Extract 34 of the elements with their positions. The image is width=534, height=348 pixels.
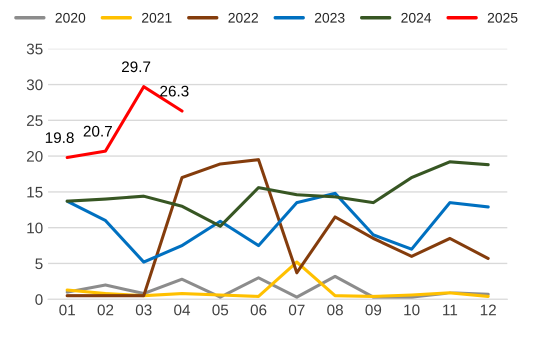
y-tick-label: 10 bbox=[27, 222, 43, 234]
x-tick-label: 01 bbox=[59, 304, 75, 316]
x-tick-label: 03 bbox=[136, 304, 152, 316]
x-tick-label: 10 bbox=[404, 304, 420, 316]
data-label: 29.7 bbox=[122, 61, 150, 72]
line-series bbox=[66, 158, 490, 298]
data-label: 26.3 bbox=[160, 86, 189, 97]
x-tick-label: 06 bbox=[250, 304, 266, 316]
legend-label: 2021 bbox=[142, 12, 172, 23]
y-tick-label: 30 bbox=[26, 79, 43, 90]
x-tick-label: 12 bbox=[480, 304, 496, 316]
legend-label: 2022 bbox=[228, 12, 258, 23]
line-series bbox=[66, 160, 490, 228]
x-tick-label: 07 bbox=[288, 304, 305, 316]
legend-label: 2025 bbox=[488, 12, 518, 23]
data-label: 20.7 bbox=[84, 126, 112, 137]
line-series bbox=[66, 192, 490, 264]
legend-label: 2023 bbox=[314, 12, 345, 23]
y-tick-label: 25 bbox=[26, 115, 43, 126]
y-tick-label: 0 bbox=[35, 294, 43, 305]
y-tick-label: 15 bbox=[27, 186, 43, 198]
x-tick-label: 04 bbox=[174, 304, 190, 316]
x-tick-label: 08 bbox=[327, 304, 343, 316]
data-label: 19.8 bbox=[46, 132, 74, 144]
line-series bbox=[66, 260, 490, 298]
x-tick-label: 05 bbox=[212, 304, 228, 316]
x-tick-label: 02 bbox=[98, 304, 114, 316]
x-tick-label: 09 bbox=[365, 304, 382, 316]
y-tick-label: 20 bbox=[26, 150, 43, 162]
legend-label: 2020 bbox=[56, 12, 86, 23]
x-tick-label: 11 bbox=[443, 304, 458, 316]
legend-label: 2024 bbox=[401, 12, 432, 23]
y-tick-label: 5 bbox=[35, 258, 43, 270]
y-tick-label: 35 bbox=[26, 44, 43, 54]
